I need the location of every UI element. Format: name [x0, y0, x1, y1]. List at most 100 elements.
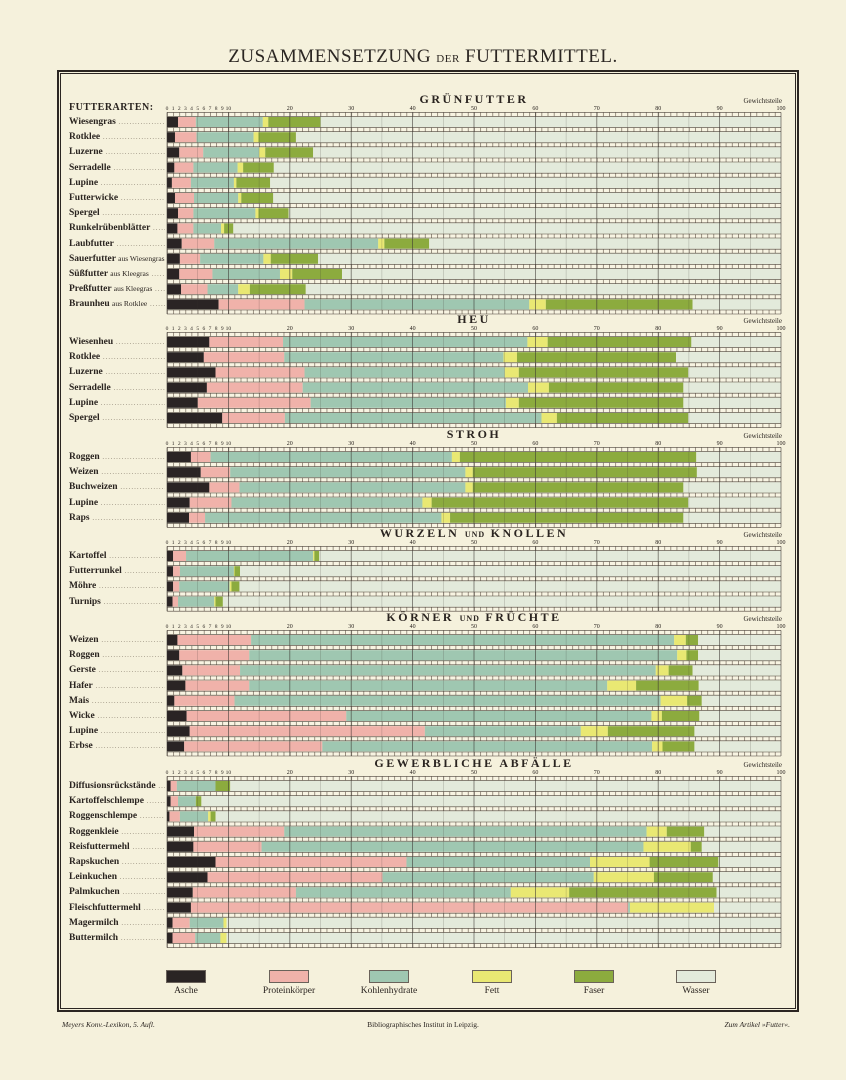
x-tick-label: 8: [214, 624, 218, 630]
x-tick-label: 60: [532, 326, 539, 332]
legend-item-kohlenhydrate: Kohlenhydrate: [344, 970, 434, 997]
bar-segment-kohlenhydrate: [193, 162, 238, 173]
legend-label: Proteinkörper: [262, 986, 316, 996]
bar-segment-proteinkörper: [178, 117, 196, 127]
x-tick-label: 10: [225, 326, 232, 332]
bar-segment-wasser: [696, 467, 781, 478]
x-tick-label: 60: [532, 770, 539, 776]
row-label-name: Spergel: [69, 413, 100, 423]
row-label-suffix: aus Kleegras: [113, 284, 153, 294]
bar-segment-asche: [167, 741, 185, 752]
row-label: Mais ..........................: [69, 695, 165, 707]
row-label: Diffusionsrückstände ...................…: [69, 780, 165, 792]
bar-segment-kohlenhydrate: [234, 695, 661, 706]
section-title: KÖRNER UND FRÜCHTE: [386, 611, 561, 625]
row-label-name: Weizen: [69, 635, 99, 645]
row-label: Kartoffelschlempe ......................…: [69, 795, 165, 807]
bar-segment-kohlenhydrate: [239, 482, 466, 493]
footer-center: Bibliographisches Institut in Leipzig.: [367, 1020, 479, 1029]
row-label: Möhre ..........................: [69, 580, 165, 592]
bar-segment-faser: [234, 566, 241, 577]
legend-label: Asche: [174, 986, 198, 996]
bar-segment-asche: [167, 781, 171, 791]
bar-segment-fett: [655, 665, 669, 676]
bar-segment-fett: [541, 413, 557, 423]
row-label-name: Futterrunkel: [69, 566, 122, 577]
bar-segment-wasser: [240, 566, 782, 577]
bar-segment-kohlenhydrate: [628, 902, 630, 913]
leader-dots: ..........................: [89, 513, 164, 522]
bar-segment-kohlenhydrate: [190, 177, 234, 188]
bar-segment-wasser: [704, 826, 781, 837]
row-label-name: Turnips: [69, 596, 101, 607]
unit-label: Gewichtsteile: [743, 432, 783, 440]
bar-segment-fett: [465, 482, 473, 493]
bar-segment-wasser: [676, 352, 781, 363]
leader-dots: ..........................: [153, 224, 165, 233]
row-label: Serradelle ..........................: [69, 162, 165, 174]
x-tick-label: 2: [177, 624, 181, 630]
leader-dots: ..........................: [124, 567, 165, 576]
bar-segment-faser: [472, 482, 684, 493]
x-tick-label: 8: [214, 326, 218, 332]
bar-segment-asche: [167, 177, 172, 188]
title-part: ZUSAMMENSETZUNG: [228, 46, 432, 67]
bar-segment-wasser: [270, 177, 781, 188]
leader-dots: ..........................: [102, 414, 165, 422]
bar-segment-wasser: [691, 337, 781, 347]
x-tick-label: 40: [409, 441, 416, 447]
bar-segment-wasser: [429, 238, 781, 249]
bar-segment-kohlenhydrate: [249, 680, 608, 691]
x-tick-label: 70: [593, 770, 600, 776]
bar-segment-asche: [167, 367, 216, 378]
bar-segment-asche: [167, 413, 223, 423]
leader-dots: ..........................: [113, 163, 165, 172]
row-label-name: Rapskuchen: [69, 857, 120, 867]
row-label: Rapskuchen ..........................: [69, 856, 165, 868]
bar-segment-wasser: [683, 397, 781, 408]
bar-segment-asche: [167, 933, 173, 943]
bar-segment-proteinkörper: [194, 826, 285, 837]
row-label: Spergel ..........................: [69, 412, 165, 424]
x-tick-label: 0: [165, 624, 169, 630]
legend-label: Wasser: [682, 986, 710, 996]
row-label: Buttermilch ..........................: [69, 932, 165, 944]
bar-segment-faser: [384, 238, 430, 249]
x-tick-label: 70: [593, 441, 600, 447]
x-tick-label: 0: [165, 441, 169, 447]
x-tick-label: 8: [214, 540, 218, 546]
row-label: Raps ..........................: [69, 512, 165, 524]
section-title-und: UND: [459, 614, 480, 623]
bar-segment-kohlenhydrate: [186, 551, 314, 561]
x-tick-label: 30: [348, 326, 355, 332]
bar-segment-wasser: [222, 596, 781, 607]
x-tick-label: 1: [171, 106, 175, 112]
bar-segment-kohlenhydrate: [176, 781, 216, 791]
bar-segment-kohlenhydrate: [179, 581, 230, 592]
bar-segment-kohlenhydrate: [195, 933, 221, 943]
legend-item-fett: Fett: [447, 970, 537, 997]
leader-dots: ..........................: [118, 118, 165, 126]
bar-segment-wasser: [201, 796, 781, 807]
bar-segment-fett: [643, 841, 691, 852]
row-label-name: Roggenschlempe: [69, 811, 138, 822]
bar-segment-asche: [167, 299, 219, 310]
bar-segment-wasser: [320, 117, 781, 127]
bar-segment-proteinkörper: [177, 635, 252, 645]
bar-segment-kohlenhydrate: [284, 413, 542, 423]
row-label-name: Roggen: [69, 650, 100, 661]
row-label-name: Lupine: [69, 497, 99, 508]
bar-segment-kohlenhydrate: [251, 635, 675, 645]
x-tick-label: 3: [184, 624, 187, 630]
row-label: Weizen ..........................: [69, 466, 165, 478]
bar-segment-faser: [653, 872, 713, 883]
row-label-name: Palmkuchen: [69, 887, 120, 898]
row-label: Hafer ..........................: [69, 680, 165, 692]
row-label-name: Diffusionsrückstände: [69, 781, 156, 791]
bar-segment-kohlenhydrate: [231, 497, 423, 508]
bar-segment-wasser: [273, 193, 781, 203]
row-label: Wiesengras ..........................: [69, 116, 165, 128]
bar-segment-fett: [263, 253, 271, 264]
bar-segment-wasser: [230, 781, 781, 791]
